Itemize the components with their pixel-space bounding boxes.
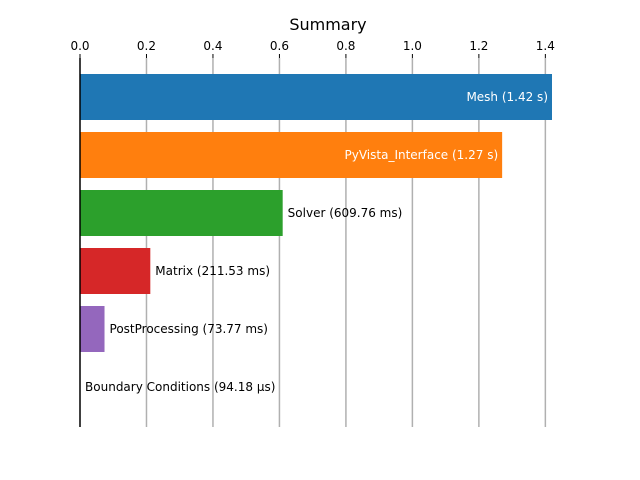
bar-mesh xyxy=(80,74,552,120)
bar-label: Boundary Conditions (94.18 µs) xyxy=(85,380,275,394)
bar-label: Matrix (211.53 ms) xyxy=(155,264,270,278)
bar-label: PyVista_Interface (1.27 s) xyxy=(345,148,499,162)
x-axis-ticks: 0.0 0.2 0.4 0.6 0.8 1.0 1.2 1.4 xyxy=(70,39,555,58)
bar-solver xyxy=(80,190,283,236)
x-tick-label: 0.0 xyxy=(70,39,89,53)
bar-label: PostProcessing (73.77 ms) xyxy=(110,322,268,336)
x-tick-label: 1.4 xyxy=(536,39,555,53)
x-tick-label: 0.8 xyxy=(336,39,355,53)
bar-label: Solver (609.76 ms) xyxy=(288,206,403,220)
x-tick-label: 0.6 xyxy=(270,39,289,53)
bar-postprocessing xyxy=(80,306,105,352)
x-tick-label: 0.2 xyxy=(137,39,156,53)
bar-label: Mesh (1.42 s) xyxy=(466,90,548,104)
x-tick-label: 0.4 xyxy=(203,39,222,53)
x-tick-label: 1.2 xyxy=(469,39,488,53)
bar-matrix xyxy=(80,248,151,294)
x-tick-label: 1.0 xyxy=(403,39,422,53)
bars: Mesh (1.42 s) PyVista_Interface (1.27 s) S… xyxy=(80,74,552,410)
chart-title: Summary xyxy=(289,15,366,34)
bar-pyvista-interface xyxy=(80,132,503,178)
